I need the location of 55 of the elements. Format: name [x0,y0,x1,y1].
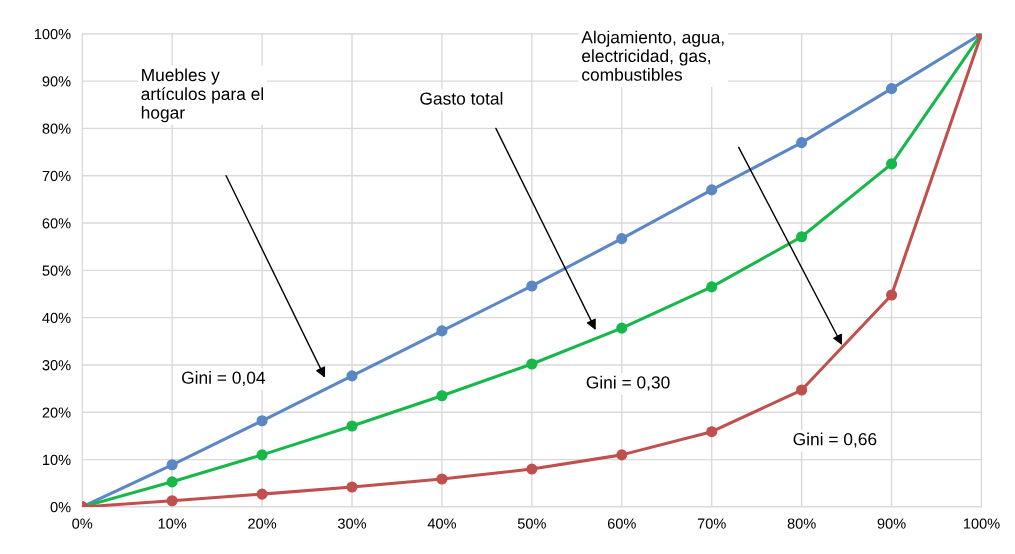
point [616,449,628,461]
point [616,322,628,334]
x-tick-label: 90% [877,518,906,529]
point [616,233,628,245]
point [526,463,538,475]
annotation: Gini = 0,66 [793,432,877,448]
point [886,158,898,170]
point [346,481,358,493]
y-tick-label: 50% [42,265,71,276]
annotation: Alojamiento, agua, electricidad, gas, combustibles [581,30,724,81]
point [796,137,808,149]
point [706,281,718,293]
x-tick-label: 70% [697,518,726,529]
x-tick-label: 50% [517,518,546,529]
point [256,449,268,461]
point [796,384,808,396]
x-tick-label: 10% [158,518,187,529]
y-tick-label: 40% [42,312,71,324]
point [706,426,718,438]
annotation: Gini = 0,04 [182,371,266,386]
point [436,390,448,402]
y-tick-label: 90% [42,76,71,87]
y-tick-label: 60% [42,218,71,229]
point [256,488,268,500]
y-tick-label: 70% [42,170,71,182]
point [166,476,178,488]
point [526,358,538,370]
x-tick-label: 20% [248,518,277,529]
point [256,415,268,427]
point [346,370,358,382]
y-tick-label: 0% [50,502,71,513]
y-tick-label: 100% [34,28,71,40]
y-tick-label: 20% [42,407,71,418]
annotation: Gini = 0,30 [586,375,670,391]
y-tick-label: 80% [42,123,71,134]
point [706,184,718,196]
point [346,420,358,432]
point [166,495,178,507]
y-tick-label: 10% [43,454,71,466]
point [796,231,808,243]
point [436,473,448,485]
annotation: Gasto total [420,91,503,105]
x-tick-label: 40% [427,518,457,529]
y-tick-label: 30% [42,360,71,371]
x-tick-label: 100% [963,518,1000,529]
point [166,459,178,471]
annotation: Muebles y artículos para el hogar [141,68,264,123]
point [526,280,538,292]
point [436,325,448,337]
point [886,83,898,95]
x-tick-label: 80% [787,518,816,529]
point [886,289,898,301]
x-tick-label: 60% [607,518,636,529]
x-tick-label: 30% [337,518,367,529]
x-tick-label: 0% [72,518,93,529]
